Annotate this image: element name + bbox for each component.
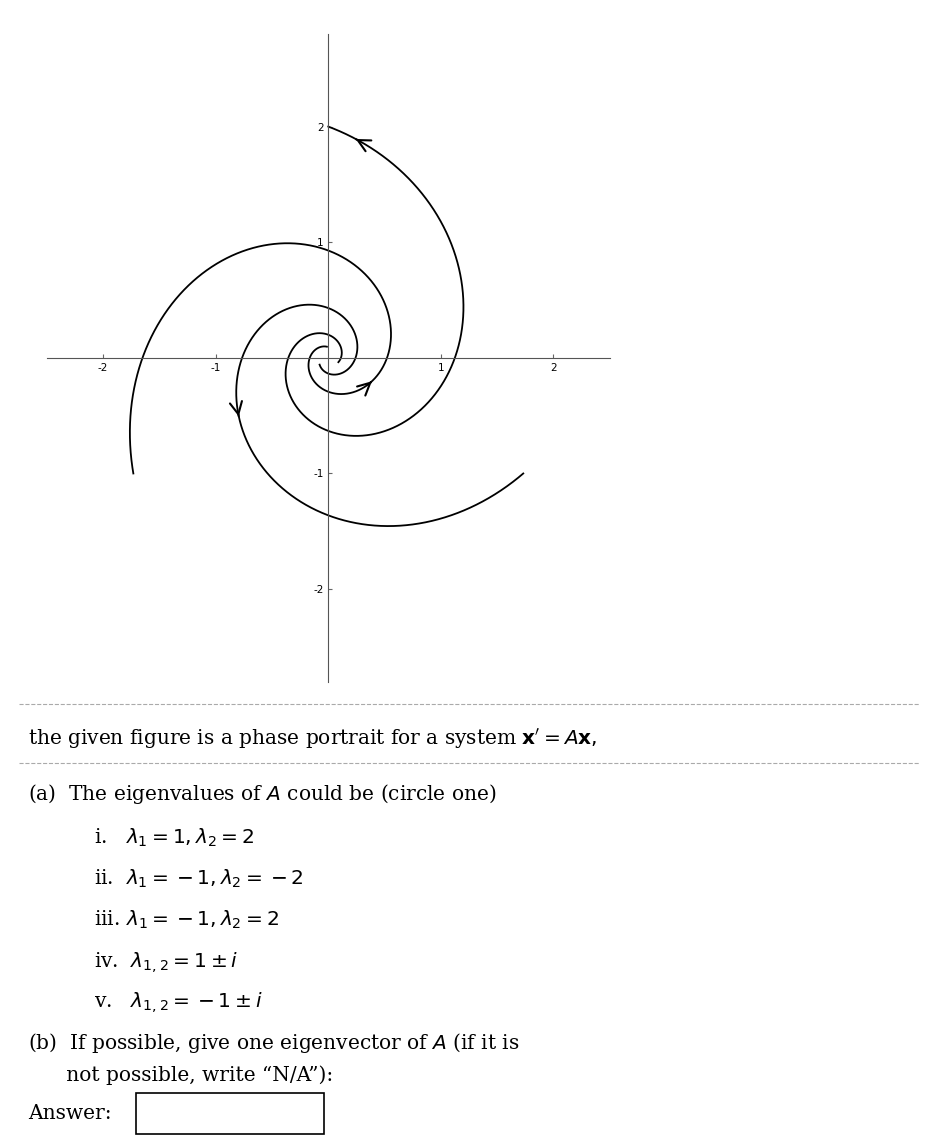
Text: v.   $\lambda_{1,2} = -1 \pm i$: v. $\lambda_{1,2} = -1 \pm i$ — [94, 991, 263, 1016]
Text: Answer:: Answer: — [28, 1104, 112, 1124]
Text: (b)  If possible, give one eigenvector of $A$ (if it is
      not possible, writ: (b) If possible, give one eigenvector of… — [28, 1031, 520, 1085]
Text: iv.  $\lambda_{1,2} = 1 \pm i$: iv. $\lambda_{1,2} = 1 \pm i$ — [94, 950, 238, 975]
Bar — [136, 1093, 324, 1134]
Text: i.   $\lambda_1 = 1, \lambda_2 = 2$: i. $\lambda_1 = 1, \lambda_2 = 2$ — [94, 827, 254, 850]
Text: the given figure is a phase portrait for a system $\mathbf{x}' = A\mathbf{x},$: the given figure is a phase portrait for… — [28, 727, 598, 751]
Text: (a)  The eigenvalues of $A$ could be (circle one): (a) The eigenvalues of $A$ could be (cir… — [28, 782, 496, 805]
Text: iii. $\lambda_1 = -1, \lambda_2 = 2$: iii. $\lambda_1 = -1, \lambda_2 = 2$ — [94, 909, 279, 932]
Text: ii.  $\lambda_1 = -1, \lambda_2 = -2$: ii. $\lambda_1 = -1, \lambda_2 = -2$ — [94, 868, 304, 891]
